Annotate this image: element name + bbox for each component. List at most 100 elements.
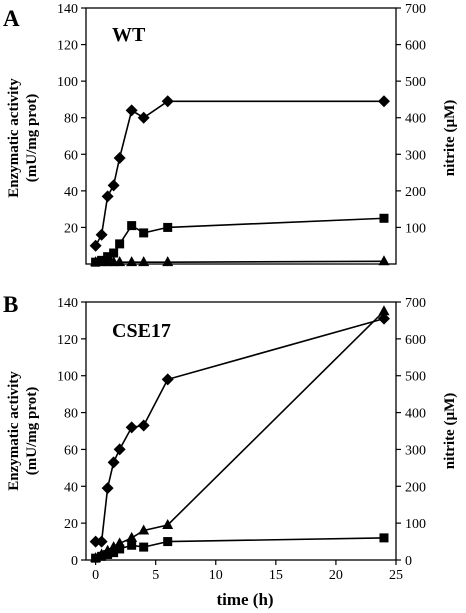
- triangle-series-line: [95, 310, 385, 559]
- square-point: [127, 540, 137, 550]
- diamond-point: [95, 535, 108, 548]
- left-tick-label: 100: [57, 75, 78, 90]
- panel-b-plot-frame: [85, 301, 397, 561]
- right-tick-label: 700: [405, 2, 426, 17]
- x-tick-label: 10: [209, 568, 223, 583]
- diamond-point: [377, 312, 390, 325]
- triangle-point: [138, 256, 150, 267]
- right-tick-label: 700: [405, 296, 426, 311]
- square-point: [139, 228, 149, 238]
- panel-b-series: [89, 305, 390, 563]
- diamond-point: [161, 95, 174, 108]
- left-tick-label: 20: [64, 221, 78, 236]
- panel-a-ylabel-left-line2: (mU/mg prot): [24, 94, 40, 182]
- square-point: [115, 544, 125, 554]
- triangle-point: [114, 537, 126, 548]
- x-tick-label: 15: [269, 568, 283, 583]
- triangle-point: [138, 524, 150, 535]
- diamond-point: [107, 179, 120, 192]
- right-tick-label: 100: [405, 221, 426, 236]
- diamond-point: [113, 151, 126, 164]
- square-point: [163, 537, 173, 547]
- right-tick-label: 300: [405, 148, 426, 163]
- left-tick-label: 40: [64, 185, 78, 200]
- left-tick-label: 80: [64, 112, 78, 127]
- left-tick-label: 100: [57, 370, 78, 385]
- triangle-point: [108, 541, 120, 552]
- panel-b-left-axis: 0 20 40 60 80 100 120 140: [57, 296, 86, 569]
- panel-a-letter: A: [3, 6, 20, 31]
- panel-a-series: [89, 95, 390, 267]
- panel-a-strain-title: WT: [112, 24, 146, 46]
- left-tick-label: 60: [64, 148, 78, 163]
- diamond-point: [377, 95, 390, 108]
- square-point: [115, 239, 125, 249]
- right-tick-label: 200: [405, 185, 426, 200]
- right-tick-label: 500: [405, 370, 426, 385]
- x-tick-label: 20: [329, 568, 343, 583]
- square-point: [109, 548, 119, 558]
- panel-a-ylabel-right: nitrite (µM): [442, 100, 458, 177]
- diamond-point: [95, 228, 108, 241]
- diamond-point: [125, 421, 138, 434]
- panel-b-xlabel: time (h): [216, 590, 273, 609]
- diamond-point: [113, 443, 126, 456]
- panel-b-ylabel-left-line1: Enzymatic activity: [6, 371, 22, 491]
- triangle-series-line: [95, 260, 385, 264]
- right-tick-label: 500: [405, 75, 426, 90]
- diamond-series-line: [95, 317, 385, 543]
- panel-a: A WT 20 40 60 80 100 120 140 100 200 300 400 500 60…: [3, 2, 458, 267]
- square-point: [379, 533, 389, 543]
- triangle-point: [90, 552, 102, 563]
- panel-a-plot-frame: [85, 7, 397, 265]
- triangle-point: [126, 531, 138, 542]
- right-tick-label: 600: [405, 333, 426, 348]
- triangle-point: [96, 548, 108, 559]
- diamond-point: [101, 482, 114, 495]
- panel-a-right-axis: 100 200 300 400 500 600 700: [396, 2, 426, 236]
- square-series-line: [95, 217, 385, 263]
- panel-a-ylabel-left-line1: Enzymatic activity: [6, 78, 22, 198]
- triangle-point: [162, 518, 174, 529]
- diamond-point: [137, 419, 150, 432]
- left-tick-label: 20: [64, 517, 78, 532]
- panel-b-ylabel-left-line2: (mU/mg prot): [24, 387, 40, 475]
- square-series-line: [95, 537, 385, 559]
- left-tick-label: 40: [64, 480, 78, 495]
- panel-b-strain-title: CSE17: [112, 320, 171, 342]
- left-tick-label: 120: [57, 39, 78, 54]
- triangle-point: [126, 256, 138, 267]
- triangle-point: [162, 256, 174, 267]
- triangle-point: [378, 255, 390, 266]
- triangle-point: [114, 256, 126, 267]
- panel-b-letter: B: [3, 292, 18, 317]
- square-point: [163, 222, 173, 232]
- diamond-point: [101, 190, 114, 203]
- diamond-point: [89, 239, 102, 252]
- triangle-point: [378, 305, 390, 316]
- left-tick-label: 140: [57, 2, 78, 17]
- diamond-point: [137, 111, 150, 124]
- x-tick-label: 5: [152, 568, 159, 583]
- panel-b-ylabel-right: nitrite (µM): [442, 393, 458, 470]
- diamond-point: [89, 535, 102, 548]
- panel-b-right-axis: 0 100 200 300 400 500 600 700: [396, 296, 426, 569]
- square-point: [139, 542, 149, 552]
- left-tick-label: 80: [64, 407, 78, 422]
- left-tick-label: 60: [64, 443, 78, 458]
- triangle-point: [102, 544, 114, 555]
- square-point: [379, 213, 389, 223]
- right-tick-label: 100: [405, 517, 426, 532]
- left-tick-label: 0: [71, 554, 78, 569]
- square-point: [127, 221, 137, 231]
- right-tick-label: 200: [405, 480, 426, 495]
- diamond-point: [161, 373, 174, 386]
- diamond-point: [125, 104, 138, 117]
- right-tick-label: 400: [405, 112, 426, 127]
- left-tick-label: 140: [57, 296, 78, 311]
- left-tick-label: 120: [57, 333, 78, 348]
- panel-a-left-axis: 20 40 60 80 100 120 140: [57, 2, 86, 236]
- right-tick-label: 600: [405, 39, 426, 54]
